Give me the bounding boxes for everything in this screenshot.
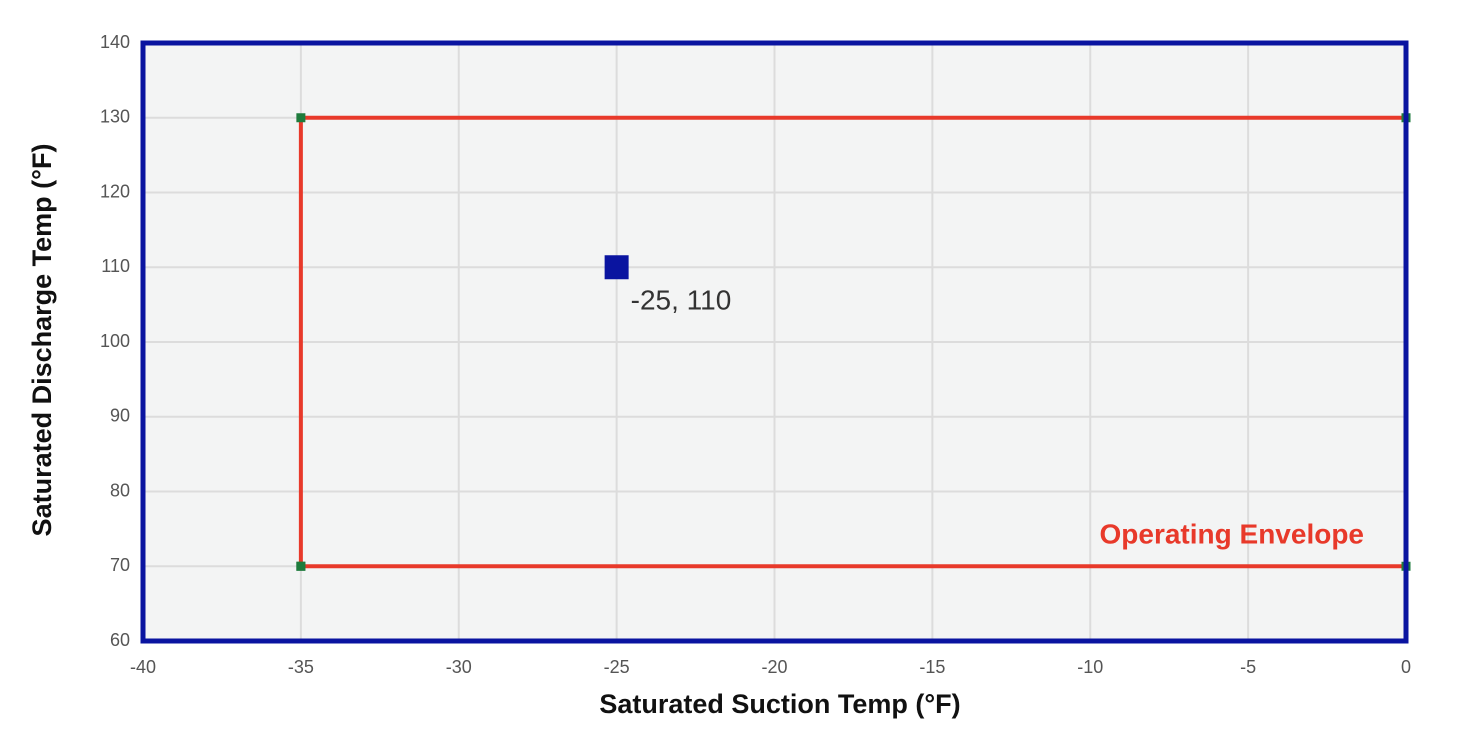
- y-tick-label: 80: [110, 480, 130, 500]
- y-tick-label: 130: [100, 107, 130, 127]
- x-tick-label: 0: [1401, 657, 1411, 677]
- plot-border: [140, 40, 1409, 644]
- y-tick-label: 100: [100, 331, 130, 351]
- x-tick-label: -15: [919, 657, 945, 677]
- x-tick-label: -10: [1077, 657, 1103, 677]
- series-label: Operating Envelope: [1100, 518, 1365, 549]
- y-tick-label: 90: [110, 406, 130, 426]
- y-tick-label: 60: [110, 630, 130, 650]
- x-tick-label: -25: [604, 657, 630, 677]
- x-tick-label: -35: [288, 657, 314, 677]
- y-axis-title: Saturated Discharge Temp (°F): [27, 144, 57, 537]
- y-tick-label: 120: [100, 181, 130, 201]
- y-tick-label: 70: [110, 555, 130, 575]
- y-tick-label: 140: [100, 32, 130, 52]
- x-tick-label: -20: [761, 657, 787, 677]
- y-tick-label: 110: [101, 256, 130, 276]
- point-marker: [604, 255, 629, 280]
- point-label: -25, 110: [631, 285, 732, 316]
- x-tick-label: -30: [446, 657, 472, 677]
- x-tick-label: -40: [130, 657, 156, 677]
- x-tick-label: -5: [1240, 657, 1256, 677]
- envelope-vertex: [296, 561, 306, 571]
- x-axis-title: Saturated Suction Temp (°F): [599, 689, 960, 719]
- envelope-vertex: [296, 113, 306, 123]
